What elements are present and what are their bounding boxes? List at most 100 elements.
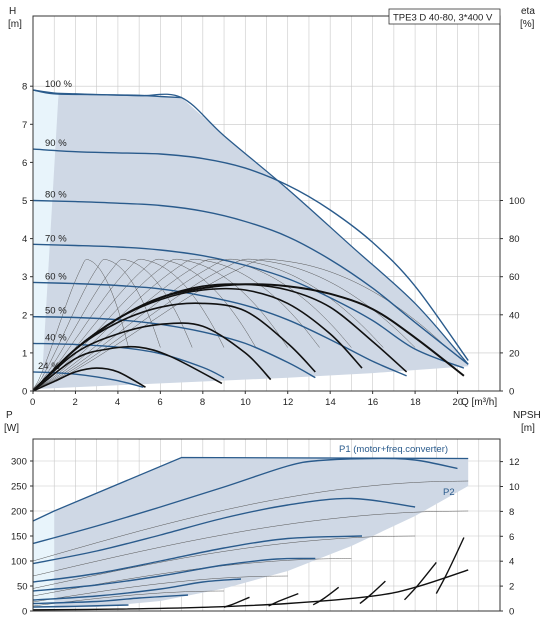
y-axis-unit: [m] xyxy=(8,19,22,30)
head-curve-label: 50 % xyxy=(45,306,67,317)
efficiency-curve xyxy=(32,322,272,392)
x-tick-label: 20 xyxy=(453,397,464,408)
power-min-flow-zone xyxy=(33,511,55,609)
p-tick-label: 200 xyxy=(11,507,27,518)
head-curve xyxy=(32,243,465,369)
x-tick-label: 12 xyxy=(283,397,294,408)
npsh-curve xyxy=(435,537,465,594)
npsh-tick-label: 10 xyxy=(509,482,520,493)
x-tick-label: 16 xyxy=(368,397,379,408)
p2-guide-line xyxy=(32,535,416,589)
head-curve-label: 24 % xyxy=(38,361,60,372)
efficiency-guide-line xyxy=(32,258,416,390)
x-tick-label: 0 xyxy=(30,397,35,408)
p-tick-label: 250 xyxy=(11,482,27,493)
npsh-curve xyxy=(32,569,469,611)
efficiency-curve xyxy=(32,283,465,392)
head-curve-label: 90 % xyxy=(45,138,67,149)
p2-guide-line xyxy=(32,510,469,577)
y2-tick-label: 60 xyxy=(509,272,520,283)
min-flow-zone xyxy=(33,90,59,391)
y2-axis-title: eta xyxy=(521,6,535,17)
x-tick-label: 4 xyxy=(115,397,120,408)
head-curve-label: 60 % xyxy=(45,271,67,282)
y2-tick-label: 100 xyxy=(509,196,525,207)
y-tick-label: 7 xyxy=(22,120,27,131)
head-curve xyxy=(32,342,225,379)
power-curve xyxy=(32,497,416,565)
y-tick-label: 0 xyxy=(22,387,27,398)
efficiency-guide-line xyxy=(32,258,320,390)
y2-tick-label: 20 xyxy=(509,348,520,359)
p-tick-label: 300 xyxy=(11,457,27,468)
p-axis-title: P xyxy=(6,410,13,421)
npsh-curve xyxy=(312,586,340,606)
y-axis-title: H xyxy=(9,6,16,17)
power-curve xyxy=(32,535,363,583)
power-curve xyxy=(32,578,242,601)
top-panel-frame xyxy=(32,15,501,392)
y2-tick-label: 80 xyxy=(509,234,520,245)
efficiency-guide-line xyxy=(32,258,288,390)
y-tick-label: 3 xyxy=(22,272,27,283)
y-tick-label: 5 xyxy=(22,196,27,207)
y-tick-label: 4 xyxy=(22,234,27,245)
operating-area xyxy=(33,93,469,392)
y-tick-label: 6 xyxy=(22,158,27,169)
chart-title: TPE3 D 40-80, 3*400 V xyxy=(393,13,493,24)
head-curve-label: 40 % xyxy=(45,332,67,343)
power-curve xyxy=(32,557,316,592)
y2-tick-label: 0 xyxy=(509,387,514,398)
y-tick-label: 2 xyxy=(22,310,27,321)
p2-guide-line xyxy=(32,575,288,603)
efficiency-curve xyxy=(32,367,146,392)
efficiency-guide-line xyxy=(32,259,161,390)
head-curve-label: 100 % xyxy=(45,79,72,90)
head-curve xyxy=(32,148,469,361)
x-tick-label: 6 xyxy=(157,397,162,408)
head-curve xyxy=(32,199,469,365)
power-curve xyxy=(32,604,129,608)
p2-annotation: P2 xyxy=(443,487,455,498)
chart-title-box xyxy=(388,8,501,25)
power-curve xyxy=(32,457,458,545)
p-tick-label: 150 xyxy=(11,532,27,543)
head-curve xyxy=(32,281,407,377)
npsh-axis-unit: [m] xyxy=(521,423,535,434)
p1-annotation: P1 (motor+freq.converter) xyxy=(339,444,448,455)
npsh-tick-label: 2 xyxy=(509,582,514,593)
power-max-envelope xyxy=(32,456,469,522)
efficiency-curve xyxy=(32,345,223,392)
x-tick-label: 14 xyxy=(325,397,336,408)
x-tick-label: 18 xyxy=(410,397,421,408)
efficiency-guide-line xyxy=(32,259,129,390)
npsh-tick-label: 8 xyxy=(509,507,514,518)
y-tick-label: 1 xyxy=(22,348,27,359)
p-tick-label: 100 xyxy=(11,557,27,568)
npsh-tick-label: 12 xyxy=(509,457,520,468)
x-tick-label: 10 xyxy=(240,397,251,408)
y2-tick-label: 40 xyxy=(509,310,520,321)
power-curve xyxy=(32,594,189,605)
head-curve xyxy=(32,316,316,379)
head-curve xyxy=(32,89,182,99)
bottom-panel-frame xyxy=(32,438,501,612)
npsh-tick-label: 4 xyxy=(509,557,514,568)
npsh-tick-label: 0 xyxy=(509,607,514,618)
power-operating-area xyxy=(33,457,469,609)
p2-guide-line xyxy=(32,480,469,562)
p-tick-label: 50 xyxy=(17,582,28,593)
x-tick-label: 2 xyxy=(72,397,77,408)
head-curve-label: 70 % xyxy=(45,233,67,244)
efficiency-guide-line xyxy=(32,258,225,390)
y-tick-label: 8 xyxy=(22,82,27,93)
x-axis-title: Q [m³/h] xyxy=(461,397,497,408)
npsh-curve xyxy=(359,580,386,605)
p-tick-label: 0 xyxy=(22,607,27,618)
efficiency-guide-line xyxy=(32,258,448,390)
head-curve-label: 80 % xyxy=(45,190,67,201)
p-axis-unit: [W] xyxy=(4,423,19,434)
y2-axis-unit: [%] xyxy=(520,19,535,30)
